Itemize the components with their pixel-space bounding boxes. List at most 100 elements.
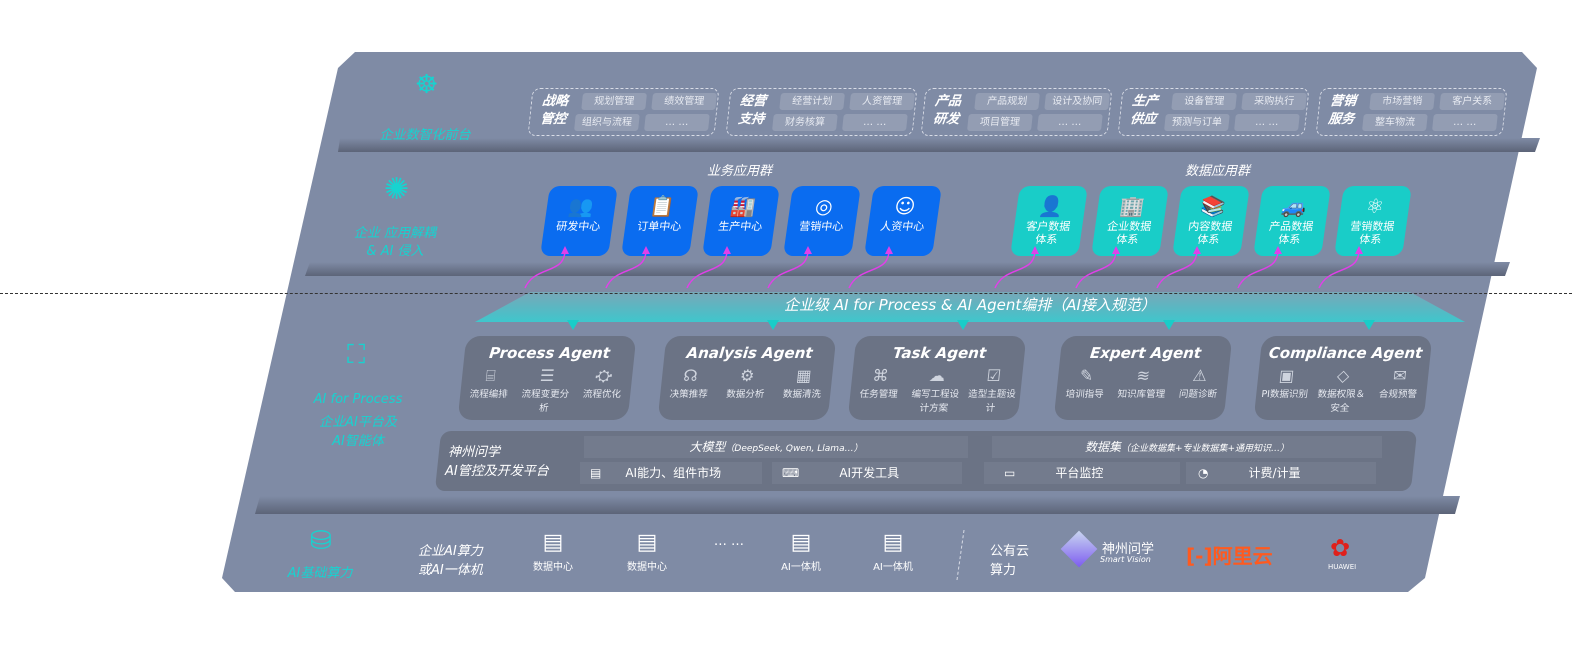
agent-name: Expert Agent xyxy=(1089,344,1203,362)
down-arrow-icon xyxy=(1163,320,1175,330)
connector-arrow xyxy=(848,249,890,289)
capability-label: 合规预警 xyxy=(1378,389,1418,400)
monitor-icon: ▭ xyxy=(1004,466,1016,480)
agent-capability[interactable]: ⚙ 数据分析 xyxy=(717,366,777,400)
data-group-title: 数据应用群 xyxy=(1185,164,1251,179)
platform-title: 神州问学 xyxy=(448,445,501,460)
vendor-name: 神州问学 xyxy=(1102,542,1155,557)
connector-arrow xyxy=(1156,249,1198,289)
aliyun-logo: [-]阿里云 xyxy=(1186,540,1273,569)
capability-icon: ☰ xyxy=(539,366,556,385)
server-icon: ▤ xyxy=(542,530,564,555)
agent-card[interactable]: Analysis Agent ☊ 决策推荐 ⚙ 数据分析 ▦ 数据清洗 xyxy=(657,336,837,420)
platform-cell[interactable]: 平台监控 xyxy=(1055,466,1104,480)
capability-label: 流程编排 xyxy=(469,389,509,400)
compute-item[interactable]: … … xyxy=(694,530,764,549)
model-label: 大模型 xyxy=(689,440,726,454)
agent-capability[interactable]: ☑ 造型主题设计 xyxy=(962,366,1023,414)
platform-cell[interactable]: 计费/计量 xyxy=(1248,466,1301,480)
connector-arrow xyxy=(1318,249,1360,289)
layer-label: AI智能体 xyxy=(332,434,384,449)
database-icon: ⛁ xyxy=(310,526,332,556)
agent-capability[interactable]: ✉ 合规预警 xyxy=(1368,366,1429,414)
agent-capability[interactable]: ☰ 流程变更分析 xyxy=(515,366,576,414)
agent-capability[interactable]: ▦ 数据清洗 xyxy=(773,366,833,400)
capability-icon: ☁ xyxy=(928,366,947,385)
agent-name: Task Agent xyxy=(892,344,988,362)
capability-icon: ☑ xyxy=(985,366,1003,385)
agent-capability[interactable]: ⌸ 流程编排 xyxy=(459,366,520,414)
business-group-title: 业务应用群 xyxy=(707,164,773,179)
arrow-head xyxy=(804,246,812,254)
agent-card[interactable]: Compliance Agent ▣ PI数据识别 ◇ 数据权限＆安全 ✉ 合规预警 xyxy=(1253,336,1433,420)
capability-icon: ✉ xyxy=(1392,366,1408,385)
compute-label: AI一体机 xyxy=(873,562,913,573)
capability-icon: ☊ xyxy=(682,366,699,385)
capability-label: 决策推荐 xyxy=(669,389,709,400)
connector-arrow xyxy=(524,249,566,289)
capability-icon: ▦ xyxy=(795,366,813,385)
capability-icon: ⌘ xyxy=(871,366,890,385)
connector-arrow xyxy=(1075,249,1117,289)
enterprise-compute: 企业AI算力 或AI一体机 xyxy=(418,544,483,578)
layer-label: 企业数智化前台 xyxy=(379,128,471,143)
arrow-head xyxy=(642,246,650,254)
capability-icon: ≋ xyxy=(1135,366,1151,385)
layer-label: 企业 应用解耦 xyxy=(353,226,437,241)
agent-items: ⌸ 流程编排 ☰ 流程变更分析 ⛮ 流程优化 xyxy=(458,366,633,414)
arrow-head xyxy=(1355,246,1363,254)
server-icon: ▤ xyxy=(790,530,812,555)
agent-capability[interactable]: ≋ 知识库管理 xyxy=(1113,366,1173,400)
agent-capability[interactable]: ⌘ 任务管理 xyxy=(849,366,910,414)
capability-icon: ▣ xyxy=(1278,366,1296,385)
agent-capability[interactable]: ⚠ 问题诊断 xyxy=(1169,366,1229,400)
capability-icon: ◇ xyxy=(1336,366,1351,385)
agent-name: Process Agent xyxy=(488,344,611,362)
platform-cell[interactable]: AI开发工具 xyxy=(839,466,900,480)
layer-label: AI for Process xyxy=(313,392,403,407)
compute-item[interactable]: ▤ 数据中心 xyxy=(612,530,682,573)
compute-item[interactable]: ▤ AI一体机 xyxy=(766,530,836,573)
agent-items: ▣ PI数据识别 ◇ 数据权限＆安全 ✉ 合规预警 xyxy=(1254,366,1429,414)
agent-card[interactable]: Process Agent ⌸ 流程编排 ☰ 流程变更分析 ⛮ 流程优化 xyxy=(457,336,637,420)
capability-icon: ⌸ xyxy=(484,366,497,385)
model-note: （DeepSeek, Qwen, Llama…） xyxy=(725,444,863,454)
connector-arrow xyxy=(994,249,1036,289)
compute-item[interactable]: ▤ AI一体机 xyxy=(858,530,928,573)
molecule-icon: ✺ xyxy=(384,172,410,207)
capability-icon: ⛮ xyxy=(594,366,614,385)
down-arrow-icon xyxy=(957,320,969,330)
brain-icon: ☸ xyxy=(415,70,439,100)
down-arrow-icon xyxy=(767,320,779,330)
agent-capability[interactable]: ☊ 决策推荐 xyxy=(660,366,720,400)
agent-capability[interactable]: ◇ 数据权限＆安全 xyxy=(1311,366,1372,414)
agent-card[interactable]: Expert Agent ✎ 培训指导 ≋ 知识库管理 ⚠ 问题诊断 xyxy=(1053,336,1233,420)
capability-label: PI数据识别 xyxy=(1260,389,1309,400)
arrow-head xyxy=(561,246,569,254)
compute-item[interactable]: ▤ 数据中心 xyxy=(518,530,588,573)
capability-icon: ⚠ xyxy=(1191,366,1209,385)
agent-capability[interactable]: ✎ 培训指导 xyxy=(1056,366,1116,400)
capability-label: 流程优化 xyxy=(582,389,622,400)
arrow-head xyxy=(1031,246,1039,254)
server-icon: ▤ xyxy=(882,530,904,555)
capability-icon: ⚙ xyxy=(739,366,756,385)
capability-label: 培训指导 xyxy=(1065,389,1105,400)
connector-arrow xyxy=(605,249,647,289)
devtool-icon: ⌨ xyxy=(782,466,800,480)
compute-label: 数据中心 xyxy=(627,562,667,573)
agent-capability[interactable]: ⛮ 流程优化 xyxy=(572,366,633,414)
agent-card[interactable]: Task Agent ⌘ 任务管理 ☁ 编写工程设计方案 ☑ 造型主题设计 xyxy=(847,336,1027,420)
divider xyxy=(305,262,1510,276)
capability-label: 数据权限＆安全 xyxy=(1316,389,1366,414)
platform-cell[interactable]: AI能力、组件市场 xyxy=(625,466,722,480)
agent-name: Compliance Agent xyxy=(1267,344,1424,362)
huawei-logo: ✿ xyxy=(1330,534,1351,562)
gauge-icon: ◔ xyxy=(1198,466,1209,480)
capability-label: 任务管理 xyxy=(859,389,899,400)
agent-capability[interactable]: ☁ 编写工程设计方案 xyxy=(905,366,966,414)
layer-label: AI基础算力 xyxy=(287,566,353,581)
agent-capability[interactable]: ▣ PI数据识别 xyxy=(1255,366,1316,414)
capability-label: 数据清洗 xyxy=(782,389,822,400)
server-icon: ▤ xyxy=(636,530,658,555)
